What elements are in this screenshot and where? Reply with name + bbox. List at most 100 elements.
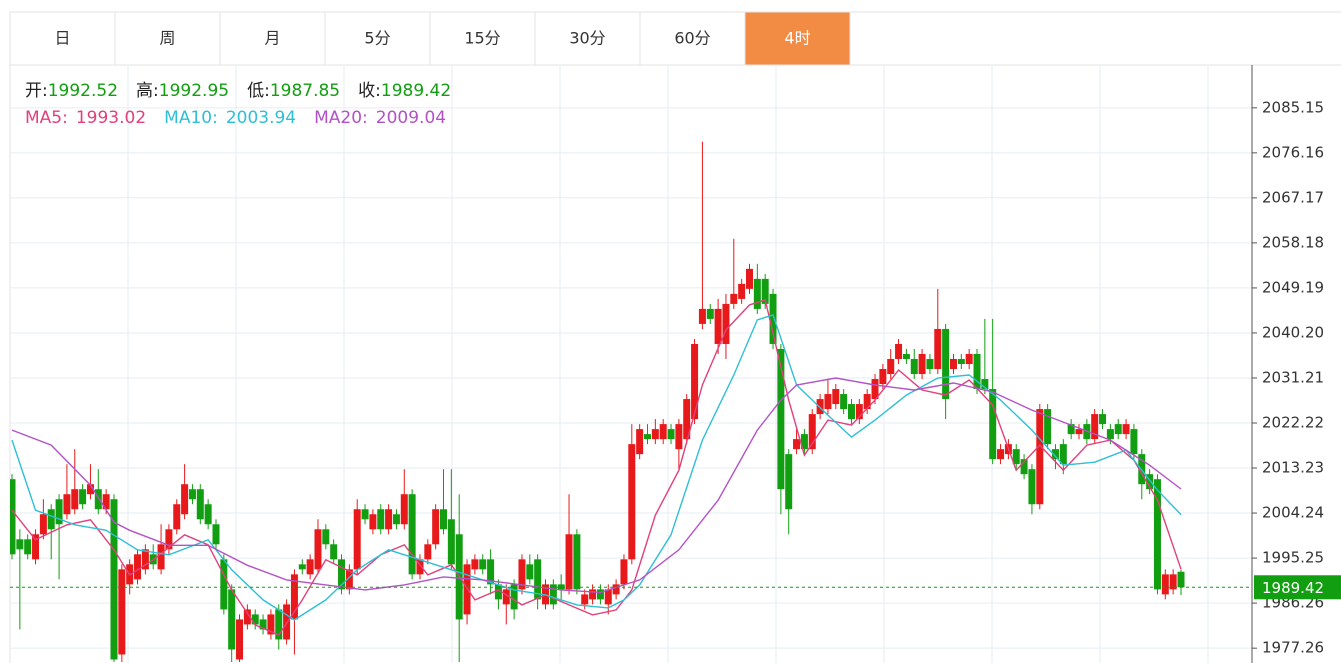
candle-body: [651, 429, 659, 440]
tab-label[interactable]: 月: [264, 29, 280, 48]
candle-body: [1012, 449, 1020, 465]
candle-body: [251, 614, 259, 625]
candle-body: [24, 539, 32, 555]
tab[interactable]: 月: [219, 11, 326, 66]
y-tick-label: 2004.24: [1262, 504, 1324, 522]
candle-body: [1020, 459, 1028, 475]
tab-label[interactable]: 4时: [784, 29, 810, 48]
tab[interactable]: 15分: [429, 11, 536, 66]
candle-body: [1130, 429, 1138, 455]
tab-label[interactable]: 周: [159, 29, 175, 48]
candle-body: [832, 389, 840, 405]
candle-body: [659, 424, 667, 440]
candle-body: [549, 584, 557, 605]
candle-body: [487, 559, 495, 585]
candle-body: [855, 404, 863, 420]
candle-body: [1075, 429, 1083, 435]
y-tick-label: 2040.20: [1262, 323, 1324, 341]
candle-body: [228, 589, 236, 650]
candle-body: [581, 594, 589, 605]
candle-body: [793, 439, 801, 450]
candle-body: [220, 559, 228, 610]
tab-label[interactable]: 5分: [364, 29, 390, 48]
candle-body: [918, 353, 926, 375]
candle-body: [596, 589, 604, 600]
candle-body: [1114, 424, 1122, 435]
candle-body: [706, 308, 714, 319]
candle-body: [628, 444, 636, 560]
candle-body: [338, 559, 346, 590]
candle-body: [39, 514, 47, 535]
candle-body: [259, 619, 267, 630]
candle-body: [510, 584, 518, 610]
candle-body: [416, 559, 424, 575]
candle-body: [698, 308, 706, 324]
candle-body: [895, 343, 903, 359]
legend-name: MA20:: [314, 108, 368, 128]
candle-body: [16, 539, 24, 550]
candle-body: [267, 614, 275, 635]
candle-body: [934, 328, 942, 370]
tab-bg[interactable]: [324, 11, 431, 66]
candle-body: [926, 358, 934, 370]
tab[interactable]: 5分: [324, 11, 431, 66]
candle-body: [55, 499, 63, 525]
tab[interactable]: 日: [9, 11, 116, 66]
y-tick-label: 2022.22: [1262, 413, 1324, 431]
tab-bar: 日 周 月 5分 15分 30分 60分 4时: [9, 11, 851, 66]
tab-bg[interactable]: [114, 11, 221, 66]
tab-label[interactable]: 15分: [464, 29, 500, 48]
candle-body: [290, 574, 298, 620]
tab-bg[interactable]: [744, 11, 851, 66]
ohlc-value: 1989.42: [381, 81, 451, 101]
candle-body: [275, 609, 283, 640]
candle-body: [730, 293, 738, 304]
candle-body: [879, 369, 887, 385]
candle-body: [840, 394, 848, 410]
tab-bg[interactable]: [534, 11, 641, 66]
candle-body: [808, 414, 816, 450]
candle-body: [1122, 424, 1130, 435]
tab[interactable]: 4时: [744, 11, 851, 66]
tab[interactable]: 60分: [639, 11, 746, 66]
tab[interactable]: 周: [114, 11, 221, 66]
info-header: 开: 1992.52 高: 1992.95 低: 1987.85 收: 1989.42 MA5:…: [25, 81, 451, 128]
tab-label[interactable]: 60分: [674, 29, 710, 48]
tab[interactable]: 30分: [534, 11, 641, 66]
candle-body: [243, 609, 251, 625]
last-price-box: [1254, 575, 1341, 600]
legend-value: 2003.94: [226, 108, 296, 128]
candle-body: [502, 589, 510, 605]
candle-body: [157, 544, 165, 570]
legend-name: MA5:: [25, 108, 68, 128]
candle-body: [691, 343, 699, 420]
candle-body: [565, 534, 573, 590]
candle-body: [738, 283, 746, 299]
candle-body: [800, 434, 808, 450]
candle-body: [910, 358, 918, 375]
candle-body: [667, 429, 675, 440]
candle-body: [847, 404, 855, 420]
candle-body: [722, 303, 730, 344]
candle-body: [330, 544, 338, 560]
candle-body: [1059, 444, 1067, 465]
candle-body: [620, 559, 628, 585]
candle-body: [204, 504, 212, 525]
tab-label[interactable]: 30分: [569, 29, 605, 48]
tab-bg[interactable]: [9, 11, 116, 66]
candle-body: [1028, 469, 1036, 505]
y-tick-label: 2031.21: [1262, 368, 1324, 386]
ohlc-label: 高:: [136, 81, 159, 101]
candle-body: [1051, 449, 1059, 460]
candle-body: [745, 268, 753, 289]
candle-body: [1177, 571, 1185, 588]
candle-body: [526, 564, 534, 580]
candle-body: [79, 489, 87, 505]
candle-body: [785, 454, 793, 510]
y-axis: 2085.15 2076.16 2067.17 2058.18 2049.19 2040.…: [1251, 65, 1341, 663]
tab-label[interactable]: 日: [54, 29, 70, 48]
candle-body: [1161, 574, 1169, 595]
candle-body: [141, 549, 149, 570]
candle-body: [298, 564, 306, 570]
